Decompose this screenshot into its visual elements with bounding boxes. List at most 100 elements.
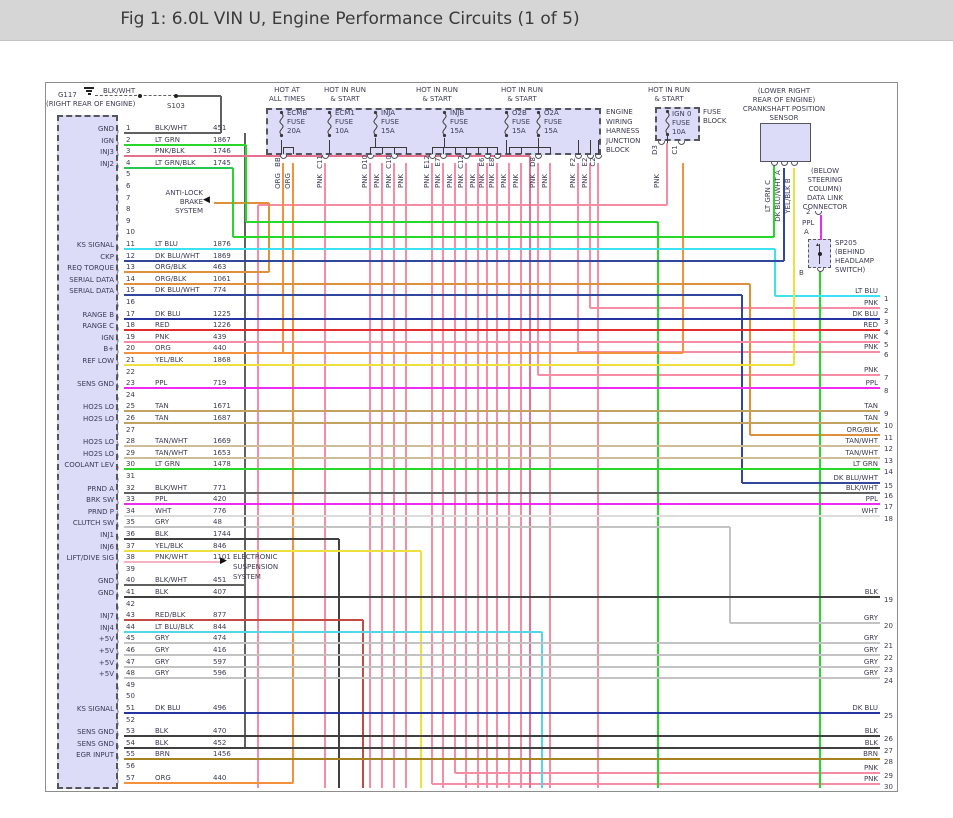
pin-number: 48 (126, 669, 135, 678)
pin-label: INJ1 (100, 531, 114, 539)
right-pin-number: 17 (884, 503, 893, 511)
pin-number: 24 (126, 390, 135, 399)
pin-hook: ) (116, 359, 120, 368)
ground-location: (RIGHT REAR OF ENGINE) (46, 100, 136, 108)
pin-hook: ) (116, 254, 120, 264)
pin-number: 15 (126, 286, 135, 295)
pin-hook: ) (116, 219, 120, 229)
wire (283, 146, 293, 148)
wire (749, 284, 751, 435)
sp205-label: SP205 (835, 239, 858, 247)
pin-hook: ) (116, 637, 120, 647)
wire (124, 549, 421, 552)
wire-color-label: DK BLU (155, 704, 181, 712)
circuit-number: 719 (213, 379, 227, 388)
pin-hook: ) (116, 660, 120, 670)
pin-hook: ) (116, 765, 120, 774)
wire (380, 163, 384, 788)
ess-label: SUSPENSION (233, 563, 279, 571)
junction-pin-hook (321, 155, 329, 159)
pin-label: CLUTCH SW (72, 519, 114, 528)
pin-number: 43 (126, 611, 135, 620)
wire (665, 143, 669, 205)
pin-number: 25 (126, 402, 135, 411)
wire (509, 146, 550, 148)
right-pin-number: 9 (884, 410, 889, 418)
pin-label: SENS GND (77, 739, 114, 748)
wire-color-label: TAN (155, 414, 169, 422)
pin-hook: ) (116, 486, 120, 496)
wire-color-label: YEL/BLK (155, 356, 184, 364)
sensor-pin-tag: DK BLU/WHT A (774, 170, 782, 222)
pin-hook: ) (116, 567, 120, 577)
circuit-number: 496 (213, 704, 227, 712)
sensor-pin-tag: LT GRN C (764, 179, 772, 213)
wire (124, 526, 730, 529)
wire (548, 163, 552, 788)
sp205-arrow-icon: ▴ (816, 241, 820, 248)
sp205-terminal-label: B (799, 269, 804, 277)
right-pin-label: PPL (865, 495, 878, 503)
circuit-number: 1225 (213, 309, 231, 318)
wire (730, 622, 880, 624)
ground-wire-label: BLK/WHT (103, 87, 136, 95)
right-pin-label: ORG/BLK (846, 426, 878, 434)
wire (742, 482, 880, 484)
pin-label: REQ TORQUE (67, 264, 114, 273)
wire (323, 163, 327, 788)
wire-color-label: DK BLU/WHT (155, 286, 200, 295)
wire (486, 147, 488, 154)
circuit-number: 1456 (213, 750, 231, 759)
right-pin-label: PNK (863, 775, 878, 783)
pin-hook: ) (116, 683, 120, 693)
wire (124, 259, 784, 262)
junction-pin-hook (366, 155, 374, 159)
right-pin-label: BLK (864, 588, 878, 596)
fuse-name: ECM1 (335, 109, 355, 117)
page-title: Fig 1: 6.0L VIN U, Engine Performance Ci… (120, 9, 580, 29)
pin-label: RANGE C (82, 322, 114, 331)
pin-label: INJ6 (100, 542, 114, 551)
pin-label: IGN (101, 333, 114, 342)
wire (220, 96, 222, 133)
wire-color-label: BLK (155, 530, 169, 538)
wire (597, 140, 599, 154)
pin-number: 12 (126, 251, 135, 260)
pin-hook: ) (116, 614, 120, 624)
wire-color-label: RED/BLK (155, 611, 186, 620)
pin-hook: ) (116, 649, 120, 658)
fuse-name: ECMB (287, 109, 308, 117)
dlc-wire-label: PPL (802, 219, 815, 227)
pin-hook: ) (116, 533, 120, 542)
wire (476, 163, 480, 788)
right-pin-number: 21 (884, 642, 893, 650)
pin-number: 5 (126, 170, 131, 179)
wire-color-label: LT GRN (155, 135, 180, 144)
wire (405, 147, 407, 154)
pin-number: 56 (126, 762, 135, 770)
pin-number: 14 (126, 274, 135, 283)
wire (442, 147, 444, 154)
wire (124, 503, 880, 506)
wire (124, 677, 880, 680)
pin-hook: ) (116, 161, 120, 171)
pin-label: INJ3 (100, 148, 114, 157)
pin-hook: ) (116, 127, 120, 136)
right-pin-number: 11 (884, 434, 893, 442)
right-pin-label: GRY (863, 669, 878, 677)
pin-label: REF LOW (82, 357, 114, 365)
pin-number: 1 (126, 124, 131, 132)
pin-hook: ) (116, 173, 120, 183)
fuse-name: INJB (450, 109, 465, 117)
pin-label: CKP (100, 252, 114, 261)
pin-number: 4 (126, 158, 131, 167)
circuit-number: 844 (213, 622, 227, 631)
pin-hook: ) (116, 776, 120, 786)
dlc-label: STEERING (807, 176, 843, 184)
pin-number: 42 (126, 599, 135, 608)
wire (454, 147, 456, 154)
sensor-label: CRANKSHAFT POSITION (742, 105, 826, 113)
junction-block-label: JUNCTION (606, 136, 641, 145)
pin-hook: ) (116, 602, 120, 612)
